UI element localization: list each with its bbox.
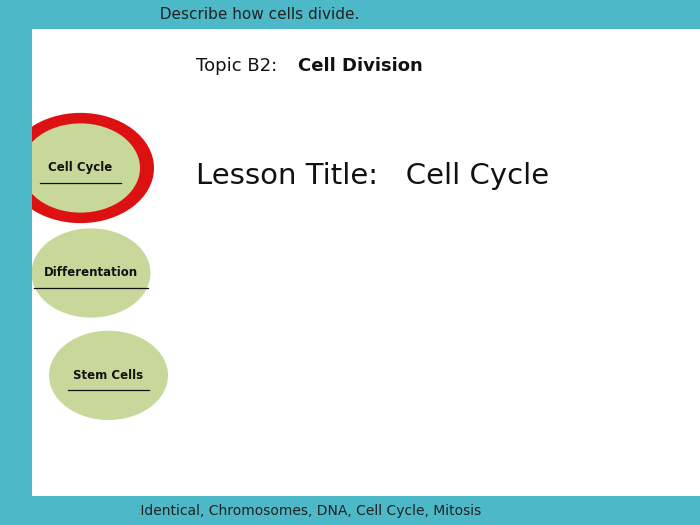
FancyBboxPatch shape (32, 29, 700, 496)
Text: Cell Cycle: Cell Cycle (48, 162, 113, 174)
FancyBboxPatch shape (0, 0, 700, 29)
FancyBboxPatch shape (0, 29, 32, 496)
Text: Describe how cells divide.: Describe how cells divide. (150, 7, 360, 22)
Circle shape (32, 228, 150, 318)
Circle shape (21, 123, 140, 213)
Text: Learning Objective:: Learning Objective: (7, 7, 156, 22)
Text: Identical, Chromosomes, DNA, Cell Cycle, Mitosis: Identical, Chromosomes, DNA, Cell Cycle,… (136, 503, 482, 518)
Circle shape (7, 113, 154, 223)
Text: Differentation: Differentation (44, 267, 138, 279)
FancyBboxPatch shape (0, 496, 700, 525)
Text: Topic B2:: Topic B2: (196, 57, 283, 75)
Text: Key words:: Key words: (42, 503, 122, 518)
Text: Lesson Title:   Cell Cycle: Lesson Title: Cell Cycle (196, 162, 549, 190)
Text: Cell Division: Cell Division (298, 57, 422, 75)
Circle shape (49, 331, 168, 420)
Text: Stem Cells: Stem Cells (74, 369, 144, 382)
